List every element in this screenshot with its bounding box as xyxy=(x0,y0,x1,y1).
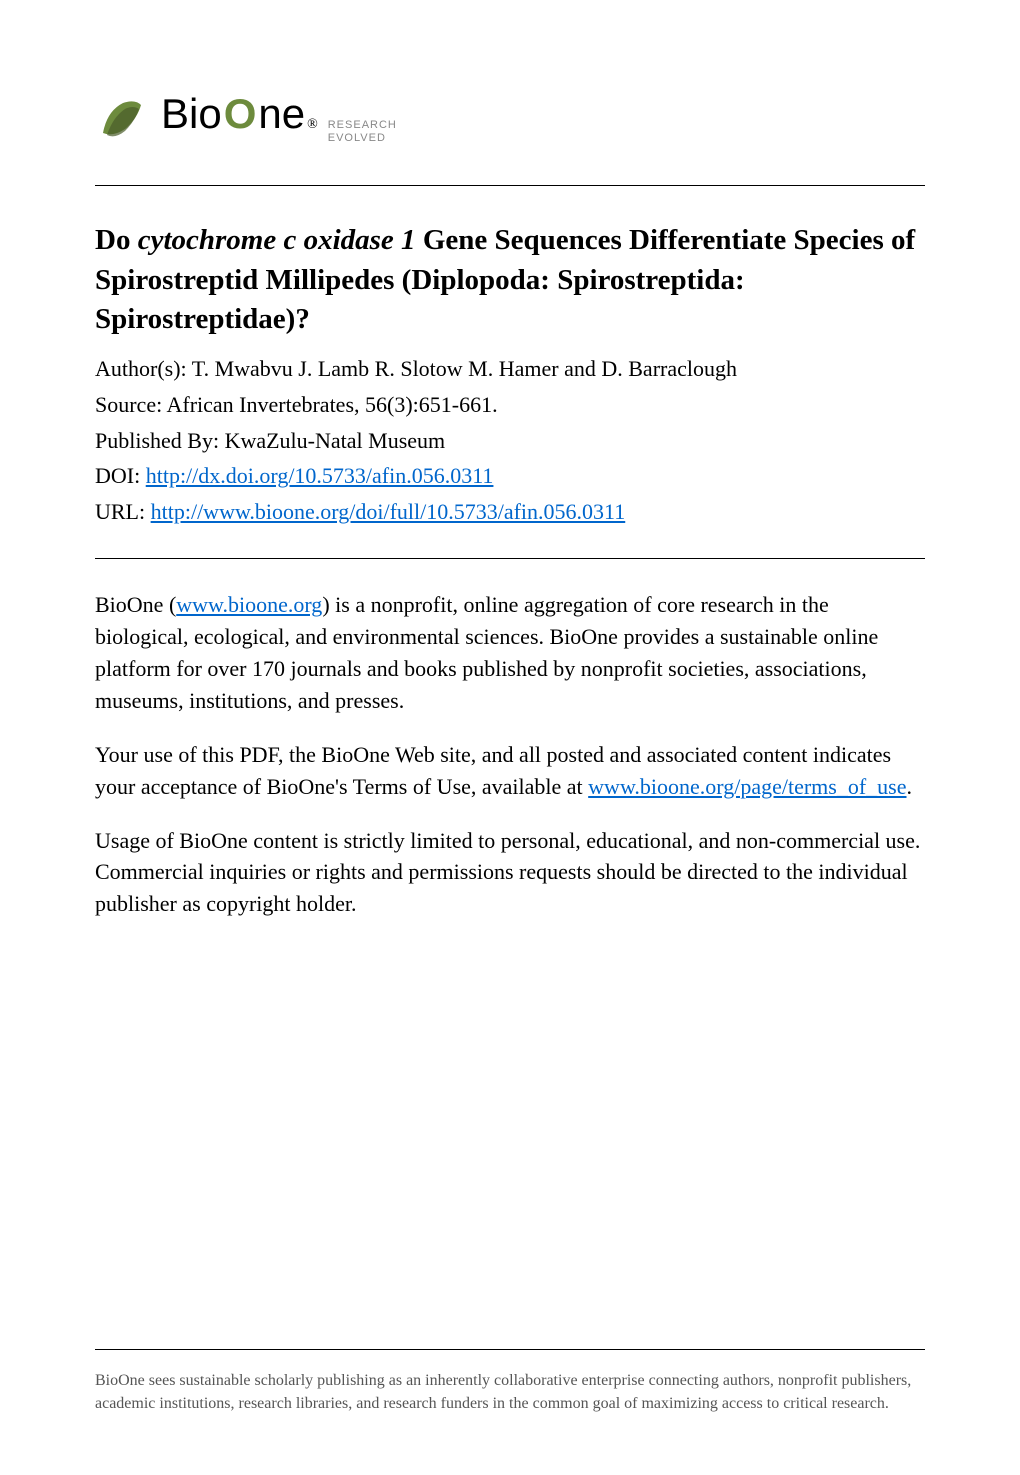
terms-link[interactable]: www.bioone.org/page/terms_of_use xyxy=(588,774,906,799)
logo-container: BioOne ® RESEARCH EVOLVED xyxy=(95,90,925,145)
source-line: Source: African Invertebrates, 56(3):651… xyxy=(95,389,925,421)
title-italic: cytochrome c oxidase 1 xyxy=(138,224,416,256)
published-label: Published By: xyxy=(95,428,225,453)
url-label: URL: xyxy=(95,499,151,524)
published-value: KwaZulu-Natal Museum xyxy=(225,428,446,453)
about-p1: BioOne (www.bioone.org) is a nonprofit, … xyxy=(95,589,925,717)
bioone-link[interactable]: www.bioone.org xyxy=(176,592,322,617)
authors-value: T. Mwabvu J. Lamb R. Slotow M. Hamer and… xyxy=(192,356,737,381)
divider-footer xyxy=(95,1349,925,1350)
doi-line: DOI: http://dx.doi.org/10.5733/afin.056.… xyxy=(95,460,925,492)
published-line: Published By: KwaZulu-Natal Museum xyxy=(95,425,925,457)
footer-text: BioOne sees sustainable scholarly publis… xyxy=(95,1372,911,1411)
bioone-logo: BioOne ® RESEARCH EVOLVED xyxy=(95,90,925,145)
doi-link[interactable]: http://dx.doi.org/10.5733/afin.056.0311 xyxy=(146,463,494,488)
title-prefix: Do xyxy=(95,224,138,256)
article-title: Do cytochrome c oxidase 1 Gene Sequences… xyxy=(95,221,925,338)
footer: BioOne sees sustainable scholarly publis… xyxy=(95,1349,925,1415)
p2-suffix: . xyxy=(907,774,913,799)
logo-tagline: RESEARCH EVOLVED xyxy=(328,119,397,145)
source-label: Source: xyxy=(95,392,167,417)
url-link[interactable]: http://www.bioone.org/doi/full/10.5733/a… xyxy=(151,499,626,524)
tagline-line2: EVOLVED xyxy=(328,132,386,144)
logo-bio: Bio xyxy=(161,90,222,138)
logo-o: O xyxy=(224,90,257,138)
registered-mark: ® xyxy=(307,117,318,133)
tagline-line1: RESEARCH xyxy=(328,119,397,131)
p1-prefix: BioOne ( xyxy=(95,592,176,617)
authors-label: Author(s): xyxy=(95,356,192,381)
source-value: African Invertebrates, 56(3):651-661. xyxy=(167,392,498,417)
about-p2: Your use of this PDF, the BioOne Web sit… xyxy=(95,739,925,803)
authors-line: Author(s): T. Mwabvu J. Lamb R. Slotow M… xyxy=(95,353,925,385)
about-p3: Usage of BioOne content is strictly limi… xyxy=(95,825,925,921)
divider-top xyxy=(95,185,925,186)
divider-middle xyxy=(95,558,925,559)
url-line: URL: http://www.bioone.org/doi/full/10.5… xyxy=(95,496,925,528)
bioone-leaf-icon xyxy=(95,91,149,145)
doi-label: DOI: xyxy=(95,463,146,488)
logo-text: BioOne ® RESEARCH EVOLVED xyxy=(161,90,397,145)
logo-ne: ne xyxy=(258,90,305,138)
